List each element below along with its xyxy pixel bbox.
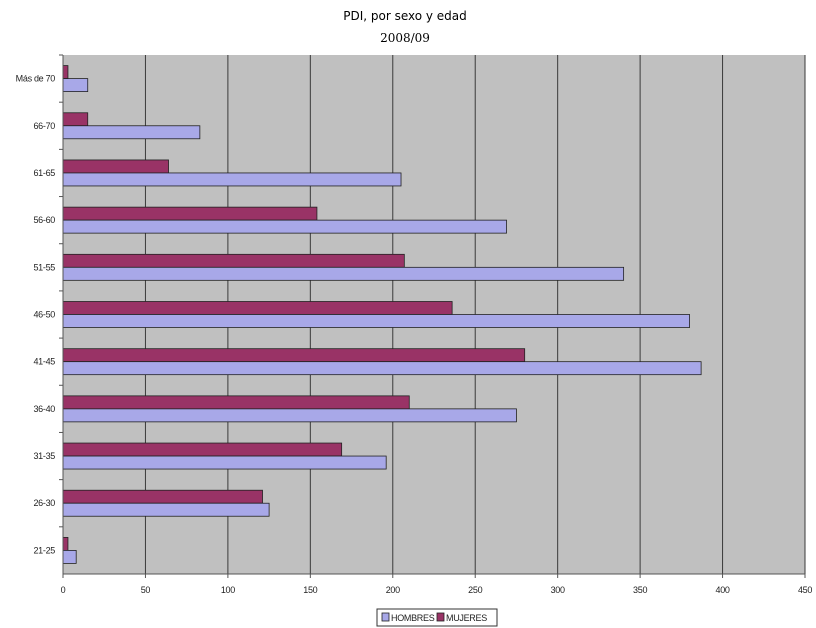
bar-hombres [62, 172, 402, 187]
x-tick-label: 400 [715, 585, 729, 595]
bar-mujeres [62, 489, 263, 504]
y-tick-label: 21-25 [33, 545, 55, 555]
bar-mujeres [62, 442, 343, 457]
bar-hombres [62, 361, 702, 376]
bar-hombres [62, 550, 77, 564]
bar-hombres [62, 125, 201, 140]
bar-mujeres [62, 395, 410, 410]
x-tick-label: 300 [551, 585, 565, 595]
x-tick-label: 350 [633, 585, 647, 595]
bar-mujeres [62, 206, 318, 221]
chart-subtitle: 2008/09 [380, 31, 430, 45]
legend: HOMBRES MUJERES [376, 608, 498, 627]
bar-hombres [62, 408, 517, 423]
legend-swatch-hombres [381, 612, 390, 622]
bar-mujeres [62, 348, 526, 363]
y-tick-label: 56-60 [33, 215, 55, 225]
x-tick-label: 100 [221, 585, 235, 595]
bar-hombres [62, 502, 270, 517]
y-tick-label: 31-35 [33, 451, 55, 461]
legend-label-mujeres: MUJERES [446, 613, 487, 623]
legend-label-hombres: HOMBRES [391, 613, 435, 623]
y-tick-label: 26-30 [33, 498, 55, 508]
bar-mujeres [62, 159, 169, 174]
y-tick-label: 51-55 [33, 262, 55, 272]
bar-mujeres [62, 112, 89, 127]
y-tick-label: Más de 70 [16, 74, 56, 84]
y-tick-label: 41-45 [33, 357, 55, 367]
bar-hombres [62, 78, 89, 92]
bar-hombres [62, 219, 507, 234]
bars [62, 65, 702, 564]
axes: 0 50 100 150 200 250 300 350 400 450 21-25 26-30 31-… [16, 54, 813, 595]
y-tick-label: 66-70 [33, 121, 55, 131]
bar-hombres [62, 266, 625, 281]
bar-mujeres [62, 301, 453, 315]
x-tick-label: 0 [61, 585, 66, 595]
bar-hombres [62, 314, 690, 328]
x-tick-label: 250 [468, 585, 482, 595]
x-tick-label: 50 [141, 585, 151, 595]
x-tick-label: 200 [386, 585, 400, 595]
y-tick-label: 46-50 [33, 310, 55, 320]
bar-mujeres [62, 65, 69, 79]
bar-mujeres [62, 537, 69, 551]
bar-hombres [62, 455, 387, 470]
x-tick-label: 450 [798, 585, 812, 595]
bar-mujeres [62, 253, 405, 268]
legend-swatch-mujeres [436, 612, 445, 622]
y-tick-label: 61-65 [33, 168, 55, 178]
chart-title: PDI, por sexo y edad [343, 9, 467, 23]
x-tick-label: 150 [303, 585, 317, 595]
y-tick-label: 36-40 [33, 404, 55, 414]
